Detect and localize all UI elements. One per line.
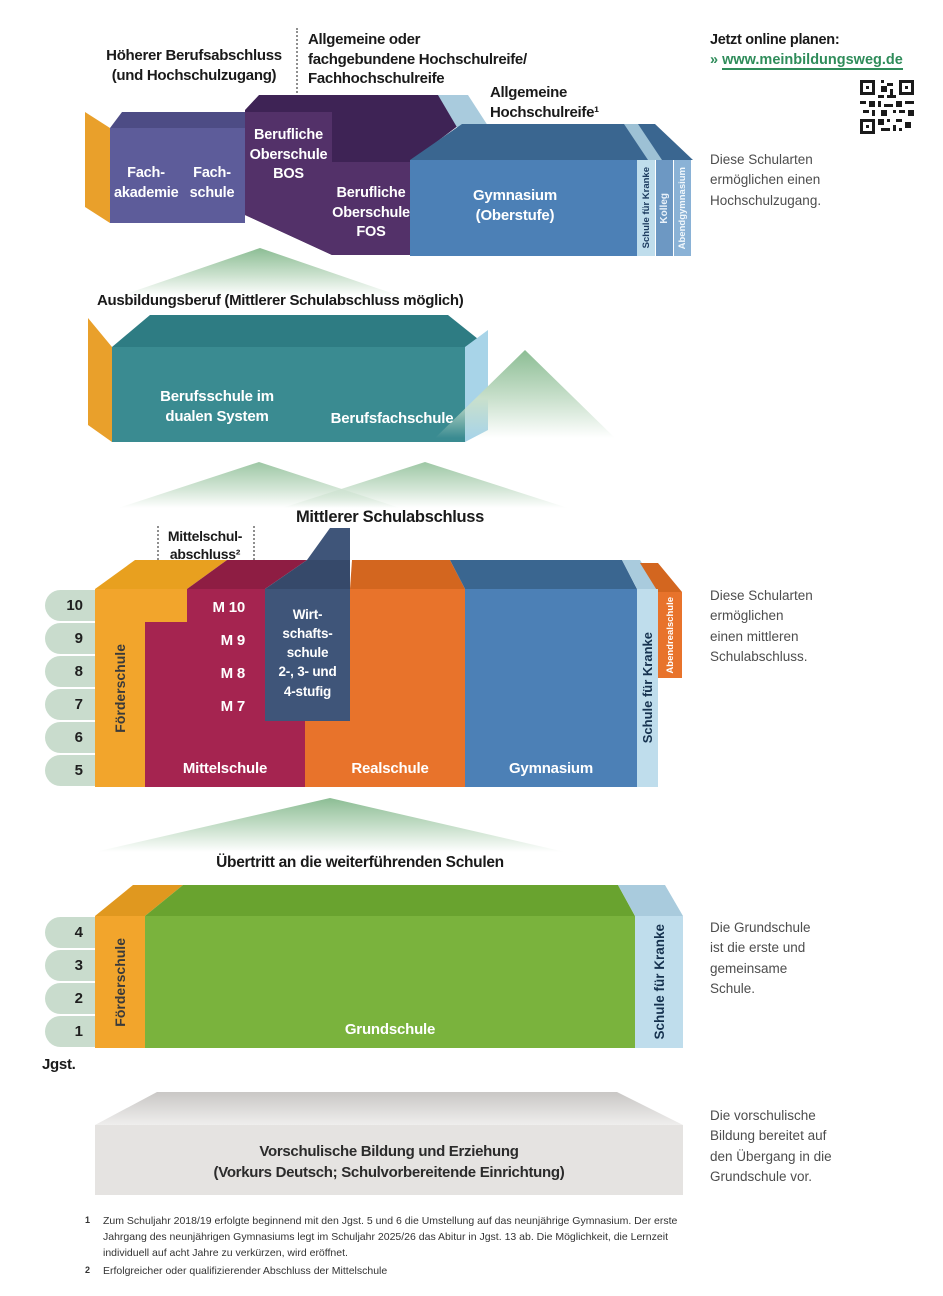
footnotes: 1 Zum Schuljahr 2018/19 erfolgte beginne… bbox=[85, 1214, 685, 1283]
abendrealschule-label: Abendrealschule bbox=[664, 596, 676, 674]
gymnasium-top-face-block3 bbox=[450, 560, 637, 589]
grade-pill-4: 4 bbox=[45, 917, 95, 948]
fachschule-top-face bbox=[110, 112, 245, 128]
wirtschaftsschule-block: Wirt- schafts- schule 2-, 3- und 4-stufi… bbox=[265, 589, 350, 721]
grade-pill-3: 3 bbox=[45, 950, 95, 981]
caption-hochschulzugang: Diese Schularten ermöglichen einen Hochs… bbox=[710, 152, 822, 208]
grade-pill-6: 6 bbox=[45, 722, 95, 753]
caption-mittlerer-schulabschluss: Diese Schularten ermöglichen einen mittl… bbox=[710, 588, 813, 664]
m7-label: M 7 bbox=[220, 698, 246, 715]
fos-label: Berufliche Oberschule FOS bbox=[332, 185, 410, 241]
bos-block: Berufliche Oberschule BOS bbox=[245, 112, 332, 255]
kolleg-strip: Kolleg bbox=[656, 160, 673, 256]
wirtschaftsschule-fin bbox=[307, 528, 350, 560]
label-hoeherer-berufsabschluss: Höherer Berufsabschluss (und Hochschulzu… bbox=[106, 47, 282, 84]
m9-label: M 9 bbox=[220, 632, 246, 649]
plan-cta: Jetzt online planen: bbox=[710, 32, 840, 48]
realschule-label: Realschule bbox=[351, 760, 429, 777]
footnote-2-text: Erfolgreicher oder qualifizierender Absc… bbox=[103, 1265, 388, 1278]
gymnasium-oberstufe-block: Gymnasium (Oberstufe) bbox=[410, 160, 637, 256]
realschule-top-face bbox=[350, 560, 465, 589]
foerderschule-label-block3: Förderschule bbox=[112, 643, 128, 733]
msa-dotted-right bbox=[253, 526, 255, 580]
grundschule-block: Grundschule bbox=[145, 916, 635, 1048]
qr-code-icon bbox=[860, 80, 914, 134]
grade-pill-7: 7 bbox=[45, 689, 95, 720]
grade-pill-8: 8 bbox=[45, 656, 95, 687]
block2-left-side-face bbox=[88, 318, 112, 442]
footnote-1: 1 Zum Schuljahr 2018/19 erfolgte beginne… bbox=[85, 1214, 685, 1261]
gymnasium-label: Gymnasium bbox=[508, 760, 594, 777]
block3-title: Mittlerer Schulabschluss bbox=[295, 508, 485, 526]
berufsfachschule-label: Berufsfachschule bbox=[330, 410, 454, 427]
block2-title: Ausbildungsberuf (Mittlerer Schulabschlu… bbox=[97, 292, 464, 309]
schule-fuer-kranke-label-block1: Schule für Kranke bbox=[640, 167, 652, 249]
bos-label: Berufliche Oberschule BOS bbox=[249, 127, 328, 183]
block2-top-face bbox=[112, 315, 488, 347]
footnote-2: 2 Erfolgreicher oder qualifizierender Ab… bbox=[85, 1264, 685, 1280]
fachschule-label: Fach- schule bbox=[189, 165, 235, 201]
grade-pill-10: 10 bbox=[45, 590, 95, 621]
label-allgemeine-fachgebundene: Allgemeine oder fachgebundene Hochschulr… bbox=[308, 31, 527, 87]
link-url: www.meinbildungsweg.de bbox=[722, 52, 903, 70]
meinbildungsweg-link[interactable]: » www.meinbildungsweg.de bbox=[710, 52, 903, 70]
foerderschule-label-block4: Förderschule bbox=[112, 937, 128, 1027]
abendrealschule-strip: Abendrealschule bbox=[658, 592, 682, 678]
m10-label: M 10 bbox=[212, 599, 245, 616]
block4-title: Übertritt an die weiterführenden Schulen bbox=[216, 854, 504, 871]
gymnasium-oberstufe-label: Gymnasium (Oberstufe) bbox=[472, 187, 558, 225]
grade-pill-1: 1 bbox=[45, 1016, 95, 1047]
fachakademie-label: Fach- akademie bbox=[114, 165, 179, 201]
kolleg-label: Kolleg bbox=[659, 192, 670, 224]
gymnasium-block: Gymnasium bbox=[465, 589, 637, 787]
preschool-block: Vorschulische Bildung und Erziehung (Vor… bbox=[95, 1125, 683, 1195]
schule-fuer-kranke-label-block3: Schule für Kranke bbox=[640, 632, 655, 744]
jgst-label: Jgst. bbox=[42, 1056, 76, 1073]
abendgymnasium-label: Abendgymnasium bbox=[677, 166, 688, 250]
foerderschule-ridge bbox=[145, 589, 187, 622]
m8-label: M 8 bbox=[220, 665, 246, 682]
footnote-1-text: Zum Schuljahr 2018/19 erfolgte beginnend… bbox=[103, 1215, 678, 1259]
caption-grundschule: Die Grundschule ist die erste und gemein… bbox=[710, 920, 811, 996]
transition-triangle-4 bbox=[95, 798, 565, 852]
schule-fuer-kranke-strip-block1: Schule für Kranke bbox=[637, 160, 655, 256]
schule-fuer-kranke-label-block4: Schule für Kranke bbox=[651, 924, 667, 1040]
abendgymnasium-strip: Abendgymnasium bbox=[674, 160, 691, 256]
grade-pill-5: 5 bbox=[45, 755, 95, 786]
block1-left-side-face bbox=[85, 112, 110, 223]
caption-preschool: Die vorschulische Bildung bereitet auf d… bbox=[710, 1108, 832, 1184]
grade-pill-9: 9 bbox=[45, 623, 95, 654]
fachakademie-fachschule-block: Fach- akademie Fach- schule bbox=[110, 128, 245, 223]
wirtschaftsschule-label: Wirt- schafts- schule 2-, 3- und 4-stufi… bbox=[278, 607, 337, 699]
schule-fuer-kranke-strip-block4: Schule für Kranke bbox=[635, 916, 683, 1048]
berufsschule-berufsfachschule-block: Berufsschule im dualen System Berufsfach… bbox=[112, 347, 465, 442]
label-allgemeine-hochschulreife: Allgemeine Hochschulreife¹ bbox=[490, 84, 599, 121]
foerderschule-column-block4: Förderschule bbox=[95, 916, 145, 1048]
link-arrow-icon: » bbox=[710, 52, 719, 68]
foerderschule-column-block3: Förderschule bbox=[95, 589, 145, 787]
preschool-label: Vorschulische Bildung und Erziehung (Vor… bbox=[213, 1143, 565, 1181]
berufsschule-label: Berufsschule im dualen System bbox=[160, 388, 274, 426]
msa-dotted-left bbox=[157, 526, 159, 580]
preschool-top-face bbox=[95, 1092, 683, 1125]
grundschule-label: Grundschule bbox=[344, 1021, 436, 1038]
schule-fuer-kranke-strip-block3: Schule für Kranke bbox=[637, 589, 658, 787]
footnote-1-mark: 1 bbox=[85, 1215, 91, 1225]
grade-pill-2: 2 bbox=[45, 983, 95, 1014]
mittelschule-label: Mittelschule bbox=[182, 760, 268, 777]
transition-triangle-1 bbox=[120, 248, 400, 296]
header-dotted-divider bbox=[296, 28, 298, 100]
fos-block: Berufliche Oberschule FOS bbox=[332, 162, 410, 255]
footnote-2-mark: 2 bbox=[85, 1265, 91, 1276]
grundschule-top-face bbox=[145, 885, 635, 916]
mittelschulabschluss-label: Mittelschul- abschluss² bbox=[167, 528, 243, 562]
